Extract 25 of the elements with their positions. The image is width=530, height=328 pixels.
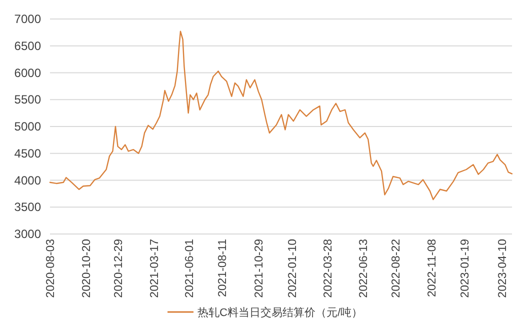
x-tick-label: 2023-01-19 — [460, 239, 472, 298]
x-tick-label: 2021-08-11 — [216, 239, 229, 297]
x-tick-label: 2020-12-29 — [113, 239, 126, 298]
legend-label: 热轧C料当日交易结算价（元/吨） — [198, 306, 362, 319]
y-tick-label: 3000 — [14, 227, 42, 241]
x-tick-label: 2020-08-03 — [45, 239, 57, 298]
x-tick-label: 2022-11-08 — [426, 239, 438, 297]
y-tick-label: 6000 — [14, 66, 42, 80]
x-tick-label: 2022-03-28 — [322, 239, 335, 298]
x-tick-label: 2022-06-13 — [358, 239, 370, 298]
x-tick-label: 2021-03-17 — [149, 239, 162, 298]
y-tick-label: 3500 — [14, 200, 42, 214]
x-tick-label: 2020-10-20 — [80, 239, 93, 298]
y-tick-label: 4500 — [14, 146, 42, 160]
x-tick-label: 2023-04-10 — [496, 239, 509, 298]
y-tick-label: 5000 — [14, 120, 42, 134]
line-series — [49, 30, 513, 200]
y-tick-label: 4000 — [14, 173, 42, 188]
y-tick-label: 5500 — [14, 92, 42, 107]
x-tick-label: 2022-01-10 — [287, 239, 300, 298]
x-tick-label: 2021-10-29 — [253, 239, 266, 298]
y-tick-label: 6500 — [14, 38, 42, 53]
x-tick-label: 2021-06-01 — [184, 239, 196, 298]
y-tick-label: 7000 — [14, 12, 42, 26]
x-tick-label: 2022-08-22 — [390, 239, 402, 298]
